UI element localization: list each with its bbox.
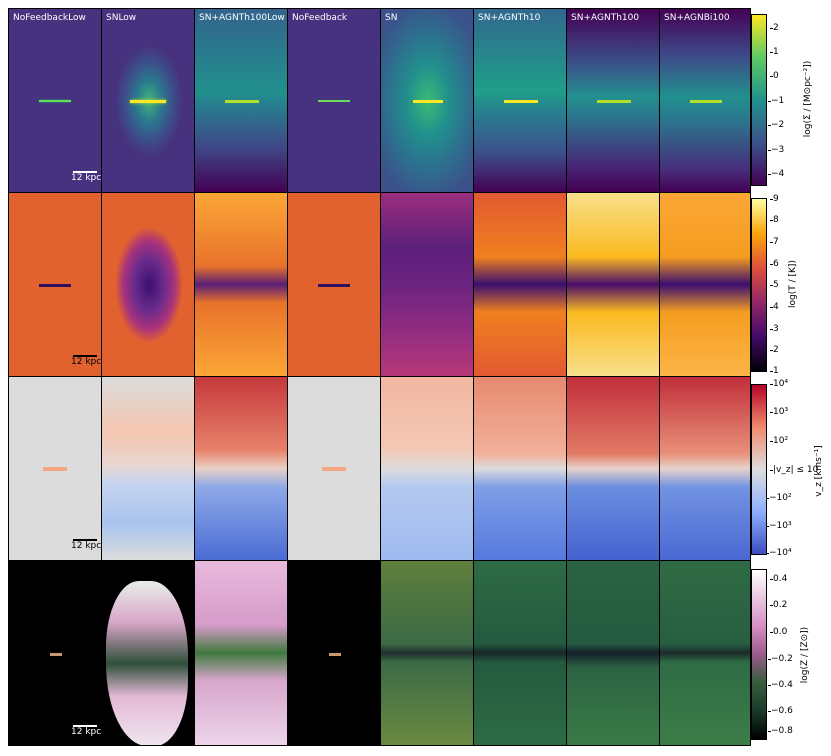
panel-density-nofeedback: NoFeedback (287, 8, 381, 193)
panel-temperature-nofeedbacklow: 12 kpc (8, 192, 102, 377)
column-title: SN+AGNTh10 (478, 13, 541, 23)
panel-metallicity-sn-agnth10 (473, 560, 567, 746)
colorbar-tick: −1 (767, 96, 785, 106)
colorbar-tick: −0.8 (768, 726, 793, 736)
panel-density-sn-agnth100: SN+AGNTh100 (566, 8, 660, 193)
colorbar-tick: −4 (767, 169, 785, 179)
column-title: NoFeedback (292, 13, 348, 23)
colorbar-tick: |v_z| ≤ 10 (769, 465, 819, 475)
disk (130, 100, 166, 103)
column-title: NoFeedbackLow (13, 13, 86, 23)
disk (318, 100, 350, 102)
disk (413, 100, 443, 103)
colorbar-tick: 2 (770, 345, 779, 355)
disk (43, 467, 67, 471)
disk (39, 284, 71, 287)
colorbar-tick: 0.0 (769, 627, 788, 637)
panel-metallicity-sn-agnth100 (566, 560, 660, 746)
disk (690, 100, 722, 103)
panel-temperature-sn-agnbi100 (659, 192, 751, 377)
panel-metallicity-nofeedbacklow: 12 kpc (8, 560, 102, 746)
column-title: SN+AGNTh100 (571, 13, 640, 23)
panel-temperature-sn-agnth100low (194, 192, 288, 377)
column-title: SN+AGNBi100 (664, 13, 730, 23)
colorbar-tick: 1 (770, 366, 779, 376)
panel-temperature-snlow (101, 192, 195, 377)
panel-density-sn-agnbi100: SN+AGNBi100 (659, 8, 751, 193)
colorbar-tick: 6 (770, 259, 779, 269)
panel-velocity-sn-agnth10 (473, 376, 567, 561)
panel-velocity-nofeedback (287, 376, 381, 561)
colorbar-label: log(T / [K]) (788, 260, 798, 308)
colorbar-label: v_z [kms⁻¹] (814, 445, 824, 497)
panel-velocity-sn-agnth100low (194, 376, 288, 561)
colorbar-tick: −0.6 (768, 706, 793, 716)
colorbar-tick: 10³ (769, 407, 789, 417)
panel-metallicity-sn-agnth100low (194, 560, 288, 746)
colorbar-tick: 7 (770, 237, 779, 247)
column-title: SNLow (106, 13, 137, 23)
colorbar-tick: 10⁴ (769, 379, 789, 389)
outflow-blob (106, 581, 188, 745)
panel-density-nofeedbacklow: NoFeedbackLow 12 kpc (8, 8, 102, 193)
colorbar-label: log(Σ / [M⊙pc⁻²]) (803, 60, 813, 138)
colorbar-tick: 0.4 (769, 574, 788, 584)
panel-density-sn: SN (380, 8, 474, 193)
colorbar-tick: 10² (769, 436, 789, 446)
panel-metallicity-nofeedback (287, 560, 381, 746)
colorbar-tick: −2 (767, 120, 785, 130)
colorbar-tick: −10⁴ (766, 548, 792, 558)
panel-temperature-sn-agnth100 (566, 192, 660, 377)
panel-velocity-sn-agnbi100 (659, 376, 751, 561)
disk (318, 284, 350, 287)
colorbar-tick: 9 (770, 194, 779, 204)
colorbar-tick: 5 (770, 280, 779, 290)
panel-temperature-nofeedback (287, 192, 381, 377)
colorbar-tick: −0.2 (768, 654, 793, 664)
colorbar-metallicity (751, 569, 767, 740)
disk (329, 653, 341, 656)
disk (322, 467, 346, 471)
colorbar-tick: −0.4 (768, 680, 793, 690)
colorbar-label: log(Z / [Z⊙]) (800, 626, 810, 684)
panel-temperature-sn (380, 192, 474, 377)
disk (597, 100, 631, 103)
colorbar-tick: 3 (770, 324, 779, 334)
panel-metallicity-snlow (101, 560, 195, 746)
colorbar-tick: 2 (770, 23, 779, 33)
panel-density-sn-agnth10: SN+AGNTh10 (473, 8, 567, 193)
colorbar-tick: 8 (770, 215, 779, 225)
colorbar-velocity (751, 384, 767, 555)
disk (39, 100, 71, 102)
panel-velocity-sn (380, 376, 474, 561)
panel-metallicity-sn-agnbi100 (659, 560, 751, 746)
colorbar-tick: −3 (767, 145, 785, 155)
panel-density-sn-agnth100low: SN+AGNTh100Low (194, 8, 288, 193)
colorbar-tick: 0 (770, 71, 779, 81)
disk (50, 653, 62, 656)
colorbar-density (751, 14, 767, 186)
panel-velocity-sn-agnth100 (566, 376, 660, 561)
colorbar-tick: −10² (766, 493, 792, 503)
column-title: SN+AGNTh100Low (199, 13, 285, 23)
panel-velocity-nofeedbacklow: 12 kpc (8, 376, 102, 561)
column-title: SN (385, 13, 398, 23)
colorbar-tick: 1 (770, 47, 779, 57)
panel-velocity-snlow (101, 376, 195, 561)
colorbar-tick: −10³ (766, 521, 792, 531)
colorbar-tick: 4 (770, 302, 779, 312)
panel-metallicity-sn (380, 560, 474, 746)
colorbar-temperature (751, 198, 767, 372)
disk (504, 100, 538, 103)
panel-density-snlow: SNLow (101, 8, 195, 193)
disk (225, 100, 259, 103)
colorbar-tick: 0.2 (769, 600, 788, 610)
panel-temperature-sn-agnth10 (473, 192, 567, 377)
